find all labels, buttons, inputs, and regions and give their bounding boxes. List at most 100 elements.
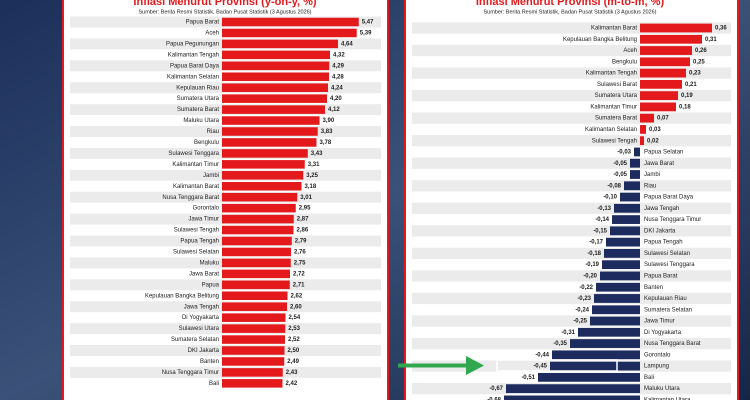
value-label: -0,10 (603, 195, 617, 201)
source: Sumber: Berita Resmi Statistik, Badan Pu… (483, 9, 656, 15)
value-label: 2,50 (288, 348, 300, 354)
category-label: Maluku (200, 260, 219, 266)
value-label: -0,18 (587, 251, 601, 257)
bar (640, 125, 646, 134)
category-label: Papua Barat Daya (170, 63, 220, 69)
value-label: -0,45 (533, 364, 547, 370)
category-label: Bengkulu (612, 59, 637, 65)
bar (610, 226, 640, 236)
category-label: Kepulauan Bangka Belitung (145, 293, 219, 299)
category-label: Nusa Tenggara Barat (644, 341, 701, 347)
category-label: Sulawesi Tenggara (644, 262, 695, 268)
category-label: Sulawesi Tenggara (168, 151, 219, 157)
category-label: Papua Tengah (180, 239, 219, 245)
bar (222, 28, 357, 38)
chart-left: Inflasi Menurut Provinsi (y-on-y, %)Sumb… (70, 0, 381, 388)
bar (612, 215, 640, 224)
chart-title: Inflasi Menurut Provinsi (y-on-y, %) (133, 0, 316, 8)
category-label: Kalimantan Tengah (168, 52, 219, 58)
category-label: Riau (644, 183, 656, 189)
value-label: 3,90 (323, 118, 335, 124)
value-label: 0,18 (679, 104, 691, 110)
category-label: Kalimantan Selatan (585, 127, 637, 133)
pointer-arrow (398, 356, 484, 375)
value-label: 2,72 (293, 271, 305, 277)
value-label: 3,83 (321, 129, 333, 135)
value-label: -0,51 (521, 375, 535, 381)
bar (640, 34, 702, 44)
bar (640, 79, 682, 89)
value-label: 2,95 (299, 206, 311, 212)
value-label: 4,28 (332, 74, 344, 80)
value-label: 2,53 (288, 326, 300, 332)
value-label: 2,52 (288, 337, 300, 343)
value-label: 2,75 (294, 260, 306, 266)
bar (620, 192, 640, 202)
category-label: Banten (200, 359, 219, 365)
category-label: Kalimantan Barat (173, 184, 219, 190)
bar (578, 327, 640, 337)
bar (630, 170, 640, 179)
bar (222, 258, 291, 268)
bar (222, 127, 318, 136)
bar (222, 280, 290, 290)
value-label: 4,29 (332, 63, 344, 69)
bar (602, 260, 640, 270)
bar (222, 379, 283, 388)
value-label: 0,23 (689, 71, 701, 77)
category-label: Jambi (644, 172, 660, 178)
category-label: Bali (209, 381, 219, 387)
value-label: 2,42 (286, 381, 298, 387)
category-label: Maluku Utara (644, 386, 680, 392)
bar (640, 102, 676, 112)
value-label: -0,19 (585, 262, 599, 268)
value-label: 2,79 (295, 239, 307, 245)
category-label: Kalimantan Timur (172, 162, 219, 168)
bar (538, 372, 640, 382)
bar (222, 247, 291, 257)
row-stripe (412, 67, 731, 79)
category-label: Gorontalo (644, 352, 671, 358)
value-label: 0,19 (681, 93, 693, 99)
highlight-box (496, 359, 618, 372)
bar (222, 324, 286, 333)
category-label: Jawa Tengah (184, 304, 219, 310)
category-label: Papua Barat (644, 274, 678, 280)
bar (222, 72, 329, 82)
category-label: Kalimantan Selatan (167, 74, 219, 80)
category-label: Di Yogyakarta (182, 315, 220, 321)
value-label: 4,32 (333, 52, 345, 58)
bar (222, 214, 294, 224)
bar (640, 91, 678, 101)
value-label: 3,43 (311, 151, 323, 157)
value-label: 4,12 (328, 107, 340, 113)
bar (590, 316, 640, 326)
bar (222, 192, 298, 202)
bar (222, 335, 285, 344)
bar (222, 149, 308, 158)
value-label: -0,20 (583, 274, 597, 280)
category-label: Papua (202, 282, 220, 288)
bar (222, 50, 330, 60)
value-label: 0,21 (685, 82, 697, 88)
category-label: Sumatera Barat (595, 116, 637, 122)
category-label: Jawa Barat (644, 161, 674, 167)
value-label: 0,26 (695, 48, 707, 54)
row-stripe (412, 225, 731, 237)
bar (222, 17, 359, 27)
category-label: Kalimantan Tengah (586, 71, 637, 77)
value-label: 2,62 (291, 293, 303, 299)
value-label: -0,31 (561, 330, 575, 336)
row-stripe (412, 270, 731, 282)
bar (222, 94, 327, 103)
bar (222, 181, 302, 191)
bar (222, 61, 330, 71)
value-label: 0,02 (647, 138, 659, 144)
category-label: Jawa Timur (188, 217, 219, 223)
row-stripe (412, 292, 731, 305)
bar (222, 83, 328, 92)
category-label: Sulawesi Selatan (173, 250, 219, 256)
value-label: -0,15 (593, 228, 607, 234)
row-stripe (412, 135, 731, 147)
